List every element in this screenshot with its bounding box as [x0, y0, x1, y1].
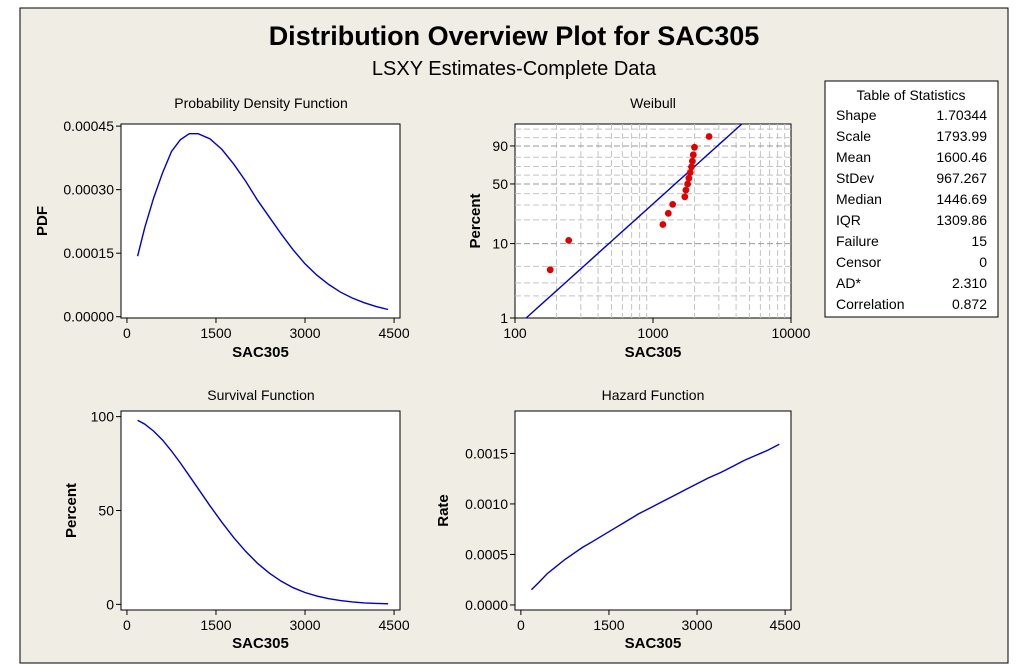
survival-panel: Survival Function 0 1500 3000 4500 0 50 100 SAC3…	[63, 387, 410, 652]
x-tick-label: 10000	[772, 325, 811, 341]
stats-table-title: Table of Statistics	[857, 87, 966, 103]
stats-table-box	[824, 80, 999, 318]
stat-label: AD*	[836, 275, 861, 291]
weibull-data-point	[659, 221, 667, 228]
y-tick-label: 1	[500, 310, 508, 326]
weibull-data-point	[546, 266, 554, 274]
weibull-data-point	[689, 151, 697, 159]
stat-value: 1793.99	[936, 128, 987, 144]
hazard-plot-area	[514, 410, 792, 611]
pdf-title: Probability Density Function	[174, 95, 348, 111]
y-tick-label: 50	[98, 503, 114, 519]
weibull-data-point	[691, 143, 698, 151]
x-tick-label: 3000	[681, 617, 712, 633]
x-tick-label: 100	[503, 325, 527, 341]
hazard-title: Hazard Function	[602, 387, 705, 403]
x-tick-label: 3000	[289, 325, 320, 341]
stat-value: 15	[971, 233, 987, 249]
y-tick-label: 0.0010	[465, 496, 508, 512]
y-tick-label: 50	[492, 176, 508, 192]
chart-subtitle: LSXY Estimates-Complete Data	[372, 58, 657, 80]
stat-value: 967.267	[936, 170, 987, 186]
y-tick-label: 0	[106, 596, 114, 612]
hazard-x-axis-label: SAC305	[625, 635, 682, 652]
stat-value: 1.70344	[936, 107, 987, 123]
stat-label: Median	[836, 191, 882, 207]
x-tick-label: 1500	[200, 617, 231, 633]
pdf-plot-area	[120, 123, 401, 319]
x-tick-label: 3000	[289, 617, 320, 633]
weibull-data-point	[685, 174, 693, 182]
stat-value: 0	[979, 254, 987, 270]
y-tick-label: 0.00000	[63, 309, 114, 325]
x-tick-label: 0	[517, 617, 525, 633]
weibull-x-axis-label: SAC305	[625, 344, 682, 361]
stats-table: Table of Statistics Shape 1.70344 Scale …	[824, 80, 999, 318]
pdf-x-axis-label: SAC305	[232, 344, 289, 361]
stat-label: Correlation	[836, 296, 904, 312]
weibull-y-axis-label: Percent	[467, 193, 484, 248]
y-tick-label: 90	[492, 138, 508, 154]
weibull-title: Weibull	[630, 95, 676, 111]
chart-title: Distribution Overview Plot for SAC305	[269, 21, 760, 51]
weibull-data-point	[664, 209, 672, 217]
stat-label: Mean	[836, 149, 871, 165]
weibull-grid-group	[515, 124, 791, 318]
x-tick-label: 4500	[770, 617, 801, 633]
weibull-data-point	[681, 193, 689, 201]
pdf-curve	[136, 132, 389, 311]
weibull-fit-line	[525, 124, 743, 318]
survival-plot-area	[120, 410, 401, 611]
y-tick-label: 100	[91, 409, 115, 425]
weibull-data-point	[565, 237, 573, 244]
stat-value: 1600.46	[936, 149, 987, 165]
y-tick-label: 0.0005	[465, 546, 508, 562]
hazard-panel: Hazard Function 0 1500 3000 4500 0.0000 0.0005…	[435, 387, 801, 652]
weibull-data-point	[705, 133, 713, 140]
y-tick-label: 0.0015	[465, 445, 508, 461]
survival-y-axis-label: Percent	[63, 483, 80, 538]
weibull-data-point	[688, 163, 695, 171]
x-tick-label: 1000	[637, 325, 668, 341]
stat-value: 0.872	[952, 296, 987, 312]
survival-curve	[137, 419, 389, 605]
y-tick-label: 0.0000	[465, 597, 508, 613]
x-tick-label: 0	[123, 617, 131, 633]
stat-label: Scale	[836, 128, 871, 144]
stat-value: 1446.69	[936, 191, 987, 207]
hazard-curve	[530, 443, 780, 591]
x-tick-label: 4500	[378, 617, 409, 633]
y-tick-label: 10	[492, 236, 508, 252]
y-tick-label: 0.00045	[63, 118, 114, 134]
stat-label: Shape	[836, 107, 877, 123]
hazard-y-axis-label: Rate	[435, 494, 452, 527]
y-tick-label: 0.00030	[63, 182, 114, 198]
stat-label: Censor	[836, 254, 881, 270]
weibull-data-point	[689, 157, 696, 165]
stat-value: 1309.86	[936, 212, 987, 228]
pdf-panel: Probability Density Function 0 1500 3000 450…	[34, 95, 410, 361]
stat-label: StDev	[836, 170, 874, 186]
weibull-panel: 100 1000 10000 1 10 50 90 Weibull SAC305 Percent	[467, 95, 811, 361]
weibull-data-point	[682, 186, 690, 194]
x-tick-label: 4500	[378, 325, 409, 341]
weibull-data-point	[686, 169, 694, 176]
survival-x-axis-label: SAC305	[232, 635, 289, 652]
x-tick-label: 1500	[200, 325, 231, 341]
pdf-y-axis-label: PDF	[34, 206, 51, 236]
x-tick-label: 1500	[593, 617, 624, 633]
stat-value: 2.310	[952, 275, 987, 291]
stat-label: Failure	[836, 233, 879, 249]
weibull-plot-area	[514, 123, 792, 319]
x-tick-label: 0	[123, 325, 131, 341]
survival-title: Survival Function	[207, 387, 314, 403]
weibull-data-point	[684, 180, 691, 188]
weibull-data-point	[669, 201, 677, 208]
stat-label: IQR	[836, 212, 861, 228]
y-tick-label: 0.00015	[63, 245, 114, 261]
